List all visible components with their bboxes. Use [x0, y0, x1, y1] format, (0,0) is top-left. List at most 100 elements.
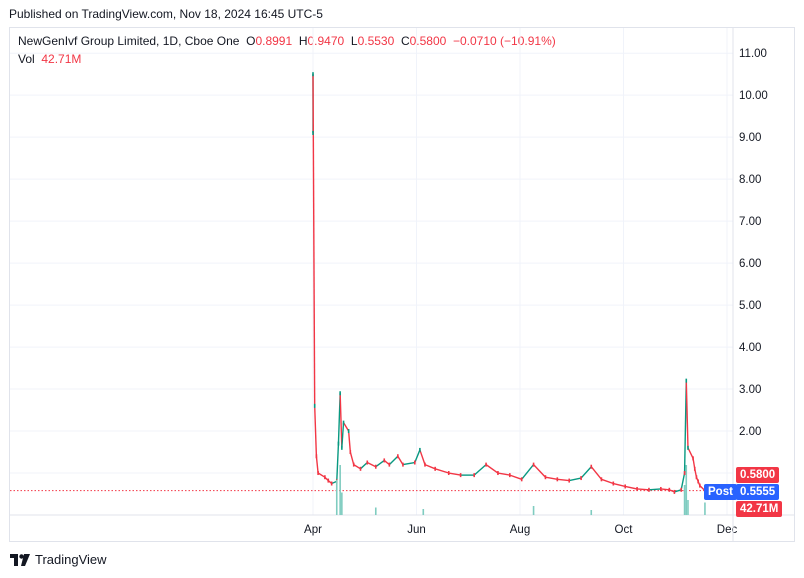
- price-segment: [509, 474, 522, 480]
- price-segment: [497, 472, 510, 476]
- y-tick-label: 9.00: [739, 132, 761, 144]
- price-point: [590, 464, 593, 469]
- footer: TradingView: [10, 552, 107, 567]
- price-segment: [360, 462, 368, 470]
- y-tick-label: 2.00: [739, 426, 761, 438]
- price-point: [313, 403, 316, 408]
- low-value: 0.5530: [357, 34, 395, 48]
- price-point: [568, 478, 571, 483]
- open-label: O: [246, 34, 256, 48]
- price-segment: [680, 472, 686, 490]
- price-point: [509, 473, 511, 478]
- price-segment: [580, 466, 592, 479]
- price-segment: [590, 466, 602, 480]
- x-tick-label: Dec: [717, 524, 738, 536]
- volume-value: 42.71M: [41, 52, 82, 66]
- price-point: [485, 462, 487, 467]
- price-point: [434, 466, 436, 471]
- volume-bar: [341, 492, 343, 515]
- price-segment: [485, 464, 499, 474]
- price-point: [680, 487, 682, 492]
- x-tick-label: Oct: [615, 524, 634, 536]
- price-point: [402, 462, 404, 467]
- price-point: [397, 454, 399, 459]
- price-segment: [557, 478, 570, 482]
- ohlc-legend: NewGenIvf Group Limited, 1D, Cboe One O 0…: [18, 34, 556, 48]
- price-point: [685, 378, 688, 383]
- price-point: [580, 476, 582, 481]
- price-point: [660, 486, 662, 491]
- price-point: [699, 483, 701, 488]
- price-point: [687, 445, 689, 450]
- price-segment: [341, 422, 345, 448]
- price-point: [337, 441, 340, 446]
- price-segment: [342, 422, 350, 432]
- price-point: [673, 489, 676, 494]
- y-tick-label: 7.00: [739, 216, 761, 228]
- price-point: [315, 454, 318, 459]
- price-segment: [336, 443, 340, 482]
- price-segment: [375, 459, 385, 468]
- price-point: [342, 420, 345, 425]
- price-point: [693, 466, 696, 471]
- x-tick-label: Aug: [510, 524, 530, 536]
- price-point: [600, 477, 603, 482]
- volume-bar: [704, 502, 706, 515]
- volume-bar: [532, 506, 535, 515]
- price-segment: [569, 477, 582, 482]
- close-label: C: [400, 34, 410, 48]
- price-segment: [637, 488, 650, 491]
- price-point: [312, 130, 314, 135]
- price-point: [636, 486, 638, 491]
- price-point: [683, 471, 686, 476]
- price-segment: [315, 456, 319, 474]
- price-segment: [414, 449, 421, 463]
- chart-frame: [9, 27, 795, 542]
- price-segment: [674, 489, 682, 493]
- price-point: [668, 487, 671, 492]
- price-point: [347, 429, 350, 434]
- y-tick-label: 6.00: [739, 258, 761, 270]
- volume-legend: Vol 42.71M: [18, 52, 81, 66]
- price-point: [339, 391, 341, 396]
- price-segment: [434, 468, 449, 474]
- price-segment: [448, 472, 461, 476]
- last-price-badge: 0.5800: [736, 467, 780, 483]
- price-point: [556, 477, 559, 482]
- tradingview-logo-icon: [10, 553, 30, 566]
- price-point: [624, 484, 626, 489]
- low-label: L: [350, 34, 358, 48]
- price-segment: [685, 380, 689, 448]
- price-point: [312, 72, 314, 77]
- price-segment: [648, 488, 661, 491]
- price-point: [349, 450, 352, 455]
- price-segment: [419, 449, 426, 465]
- price-segment: [349, 451, 355, 465]
- price-point: [359, 466, 362, 471]
- y-tick-label: 5.00: [739, 300, 761, 312]
- volume-badge: 42.71M: [736, 501, 783, 517]
- price-point: [352, 462, 355, 467]
- price-point: [532, 462, 535, 467]
- price-segment: [473, 464, 487, 476]
- price-point: [419, 447, 421, 452]
- volume-bar: [683, 485, 686, 515]
- price-point: [473, 473, 475, 478]
- price-segment: [383, 459, 390, 466]
- price-point: [497, 471, 499, 476]
- y-tick-label: 11.00: [739, 48, 767, 60]
- price-point: [612, 481, 615, 486]
- price-point: [459, 473, 462, 478]
- price-segment: [402, 461, 415, 466]
- x-tick-label: Apr: [304, 524, 322, 536]
- price-segment: [397, 455, 404, 465]
- price-segment: [601, 478, 614, 485]
- price-segment: [613, 482, 626, 488]
- price-point: [366, 460, 369, 465]
- price-segment: [533, 464, 546, 478]
- price-segment: [660, 488, 670, 491]
- price-segment: [424, 463, 436, 470]
- symbol-title: NewGenIvf Group Limited, 1D, Cboe One: [18, 34, 240, 48]
- volume-label: Vol: [18, 52, 35, 66]
